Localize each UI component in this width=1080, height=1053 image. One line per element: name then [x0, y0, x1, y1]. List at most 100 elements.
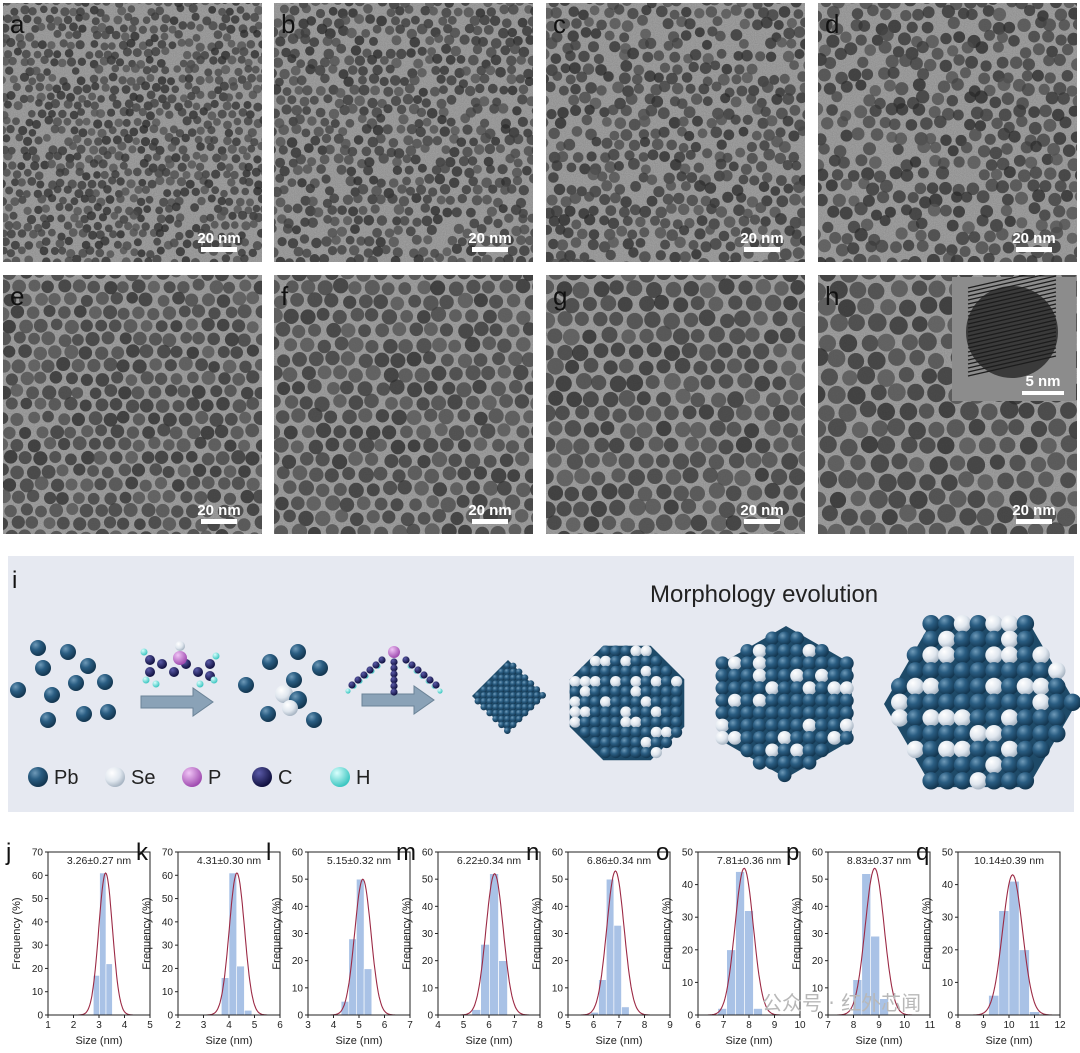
nanocrystal-dot — [805, 67, 817, 79]
nanocrystal-dot — [912, 78, 926, 92]
nanocrystal-dot — [917, 167, 929, 179]
nanocrystal-dot — [320, 117, 330, 127]
nanocrystal-dot — [966, 456, 986, 475]
nanocrystal-dot — [375, 237, 386, 248]
nanocrystal-dot — [345, 118, 355, 128]
nanocrystal-dot — [700, 529, 716, 534]
nanocrystal-dot — [315, 538, 329, 552]
nanocrystal-dot — [167, 77, 175, 86]
nanocrystal-dot — [140, 137, 151, 147]
nanocrystal-dot — [246, 477, 260, 491]
nanocrystal-dot — [94, 137, 103, 146]
nanocrystal-dot — [699, 344, 716, 361]
nanocrystal-dot — [495, 67, 506, 78]
nanocrystal-dot — [820, 3, 832, 8]
nanocrystal-dot — [333, 394, 347, 408]
nanocrystal-dot — [601, 137, 613, 149]
nanocrystal-dot — [546, 372, 554, 389]
nanocrystal-dot — [710, 126, 723, 139]
nanocrystal-dot — [952, 109, 964, 121]
nanocrystal-dot — [530, 243, 533, 254]
nanocrystal-dot — [515, 278, 531, 294]
nanocrystal-dot — [619, 358, 634, 374]
nanocrystal-dot — [392, 216, 402, 226]
nanocrystal-dot — [1010, 56, 1023, 69]
nanocrystal-dot — [171, 505, 184, 518]
nanocrystal-dot — [121, 32, 130, 41]
nanocrystal-dot — [161, 46, 170, 56]
nanocrystal-dot — [535, 19, 546, 30]
nanocrystal-dot — [674, 236, 686, 248]
nanocrystal-dot — [800, 486, 805, 502]
nanocrystal-dot — [976, 214, 989, 227]
nanocrystal-dot — [650, 215, 660, 226]
nanocrystal-dot — [1066, 453, 1077, 471]
panel-label-d: d — [825, 9, 839, 39]
nanocrystal-dot — [824, 57, 837, 69]
nanocrystal-dot — [757, 117, 769, 129]
nanocrystal-dot — [28, 359, 41, 372]
nanocrystal-dot — [230, 346, 243, 359]
nanocrystal-dot — [984, 230, 996, 243]
nanocrystal-dot — [440, 497, 456, 513]
nanocrystal-dot — [27, 177, 37, 186]
nanocrystal-dot — [736, 502, 752, 517]
nanocrystal-dot — [104, 224, 113, 233]
nanocrystal-dot — [90, 101, 100, 110]
nanocrystal-dot — [776, 107, 788, 120]
nanocrystal-dot — [862, 115, 876, 129]
nanocrystal-dot — [1056, 508, 1076, 527]
nanocrystal-dot — [904, 3, 916, 7]
nanocrystal-dot — [628, 158, 640, 170]
nanocrystal-dot — [362, 48, 372, 58]
x-tick-label: 11 — [925, 1020, 936, 1031]
nanocrystal-dot — [228, 110, 237, 119]
nanocrystal-dot — [916, 90, 930, 104]
nanocrystal-dot — [95, 248, 105, 258]
nanocrystal-dot — [818, 476, 819, 485]
nanocrystal-dot — [406, 351, 422, 367]
nanocrystal-dot — [1071, 58, 1077, 71]
x-tick-label: 7 — [721, 1020, 727, 1031]
nanocrystal-dot — [156, 246, 165, 255]
nanocrystal-dot — [264, 5, 273, 14]
nanocrystal-dot — [37, 265, 45, 273]
nanocrystal-dot — [702, 39, 712, 50]
nanocrystal-dot — [274, 437, 289, 453]
nanocrystal-dot — [747, 275, 762, 280]
nanocrystal-dot — [513, 364, 529, 381]
nanocrystal-dot — [850, 525, 866, 534]
nanocrystal-dot — [763, 359, 778, 374]
nanocrystal-dot — [306, 496, 322, 511]
nanocrystal-dot — [299, 234, 310, 244]
nanocrystal-dot — [95, 528, 110, 534]
nanocrystal-dot — [756, 161, 768, 173]
nanocrystal-dot — [261, 352, 262, 355]
nanocrystal-dot — [275, 157, 286, 168]
nanocrystal-dot — [274, 509, 280, 525]
nanocrystal-dot — [19, 72, 30, 82]
nanocrystal-dot — [250, 138, 259, 147]
nanocrystal-dot — [595, 532, 604, 534]
nanocrystal-dot — [469, 137, 478, 147]
nanocrystal-dot — [435, 253, 445, 262]
nanocrystal-dot — [199, 153, 209, 163]
inset-scale-text: 5 nm — [1025, 373, 1060, 390]
nanocrystal-dot — [256, 74, 262, 83]
y-tick-label: 30 — [682, 913, 694, 924]
nanocrystal-dot — [749, 175, 760, 186]
nanocrystal-dot — [233, 117, 242, 126]
nanocrystal-dot — [449, 177, 460, 188]
c-atom — [205, 659, 215, 669]
nanocrystal-dot — [402, 176, 411, 186]
se-atom — [275, 685, 293, 703]
nanocrystal-dot — [5, 529, 18, 534]
nanocrystal-dot — [1015, 3, 1028, 10]
nanocrystal-dot — [183, 50, 192, 60]
nanocrystal-dot — [146, 250, 155, 259]
nanocrystal-dot — [178, 21, 188, 30]
nanocrystal-dot — [587, 239, 599, 251]
nanocrystal-dot — [558, 214, 571, 226]
nanocrystal-dot — [439, 294, 454, 310]
nanocrystal-dot — [791, 343, 805, 360]
